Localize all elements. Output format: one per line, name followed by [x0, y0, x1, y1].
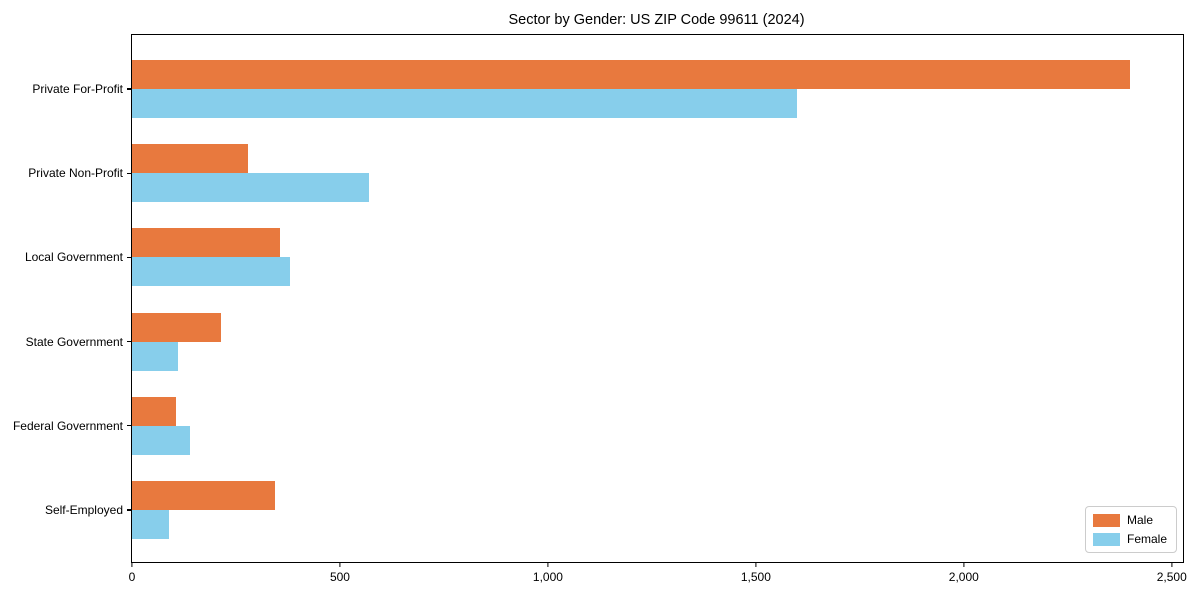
- x-tick-mark: [131, 562, 133, 567]
- bar-female-private-non-profit: [132, 173, 370, 203]
- y-tick-label-local-government: Local Government: [24, 250, 123, 265]
- bar-male-private-non-profit: [132, 144, 249, 174]
- bar-male-state-government: [132, 312, 222, 342]
- bar-female-federal-government: [132, 425, 191, 455]
- x-tick-mark: [963, 562, 965, 567]
- legend-swatch-female: [1092, 532, 1120, 546]
- x-tick-label: 1,000: [532, 570, 563, 584]
- legend: Male Female: [1084, 506, 1177, 553]
- y-tick-label-self-employed: Self-Employed: [44, 503, 123, 517]
- legend-swatch-male: [1092, 513, 1120, 527]
- x-tick-mark: [339, 562, 341, 567]
- y-tick-mark: [127, 256, 132, 258]
- y-tick-label-state-government: State Government: [25, 334, 123, 349]
- y-tick-mark: [127, 341, 132, 343]
- x-tick-mark: [547, 562, 549, 567]
- bar-male-federal-government: [132, 396, 176, 426]
- bar-female-local-government: [132, 257, 291, 287]
- bar-male-self-employed: [132, 481, 276, 510]
- legend-label-female: Female: [1126, 532, 1167, 546]
- y-tick-mark: [127, 172, 132, 174]
- x-tick-mark: [1171, 562, 1173, 567]
- bar-male-local-government: [132, 228, 280, 258]
- x-tick-label: 2,500: [1156, 570, 1187, 584]
- legend-item-male: Male: [1092, 513, 1167, 527]
- y-tick-label-federal-government: Federal Government: [12, 418, 123, 433]
- y-tick-mark: [127, 425, 132, 427]
- x-tick-label: 500: [329, 570, 350, 584]
- y-tick-mark: [127, 88, 132, 90]
- legend-item-female: Female: [1092, 532, 1167, 546]
- bar-female-state-government: [132, 341, 178, 371]
- y-tick-label-private-non-profit: Private Non-Profit: [28, 166, 123, 181]
- x-tick-mark: [755, 562, 757, 567]
- y-tick-label-private-for-profit: Private For-Profit: [32, 82, 123, 96]
- y-tick-mark: [127, 509, 132, 511]
- x-tick-label: 0: [128, 570, 136, 584]
- bar-male-private-for-profit: [132, 60, 1131, 89]
- x-tick-label: 2,000: [948, 570, 979, 584]
- plot-area: Male Female Private For-Profit Private No…: [13, 34, 1187, 584]
- x-tick-label: 1,500: [740, 570, 771, 584]
- bar-female-self-employed: [132, 510, 170, 539]
- legend-label-male: Male: [1126, 513, 1153, 527]
- bar-female-private-for-profit: [132, 89, 798, 118]
- chart-title: Sector by Gender: US ZIP Code 99611 (202…: [508, 12, 805, 28]
